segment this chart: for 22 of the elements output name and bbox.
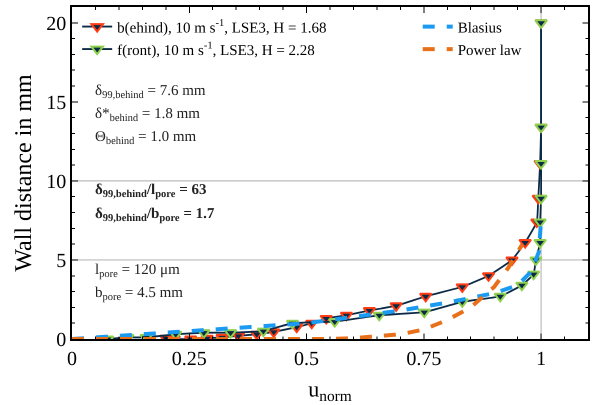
legend-label: b(ehind), 10 m s$^{-1}$, LSE3, H = 1.68 — [117, 18, 326, 36]
annotation: δ$_{99,behind}$/l$_{pore}$ = 63 — [95, 182, 206, 200]
y-tick-label: 5 — [56, 250, 66, 272]
y-tick-label: 0 — [56, 329, 66, 351]
x-axis-title: u$_{norm}$ — [308, 376, 352, 405]
annotation: δ*$_{behind}$ = 1.8 mm — [95, 106, 200, 124]
y-axis-title: Wall distance in mm — [10, 74, 37, 272]
legend-label: Power law — [458, 42, 522, 59]
y-tick-label: 10 — [46, 170, 66, 193]
legend-label: f(ront), 10 m s$^{-1}$, LSE3, H = 2.28 — [117, 40, 315, 59]
annotation: b$_{pore}$ = 4.5 mm — [95, 285, 184, 304]
y-tick-label: 20 — [46, 12, 66, 35]
x-tick-label: 0.25 — [172, 348, 207, 370]
annotation: Θ$_{behind}$ = 1.0 mm — [95, 129, 197, 148]
annotation: l$_{pore}$ = 120 μm — [95, 262, 180, 280]
x-tick-label: 0.75 — [406, 348, 442, 370]
y-tick-label: 15 — [46, 92, 66, 114]
x-tick-label: 0.5 — [294, 348, 320, 370]
x-tick-label: 1 — [536, 348, 546, 370]
annotation: δ$_{99,behind}$/b$_{pore}$ = 1.7 — [95, 206, 215, 224]
annotation: δ$_{99,behind}$ = 7.6 mm — [95, 83, 206, 102]
legend-label: Blasius — [458, 20, 502, 36]
